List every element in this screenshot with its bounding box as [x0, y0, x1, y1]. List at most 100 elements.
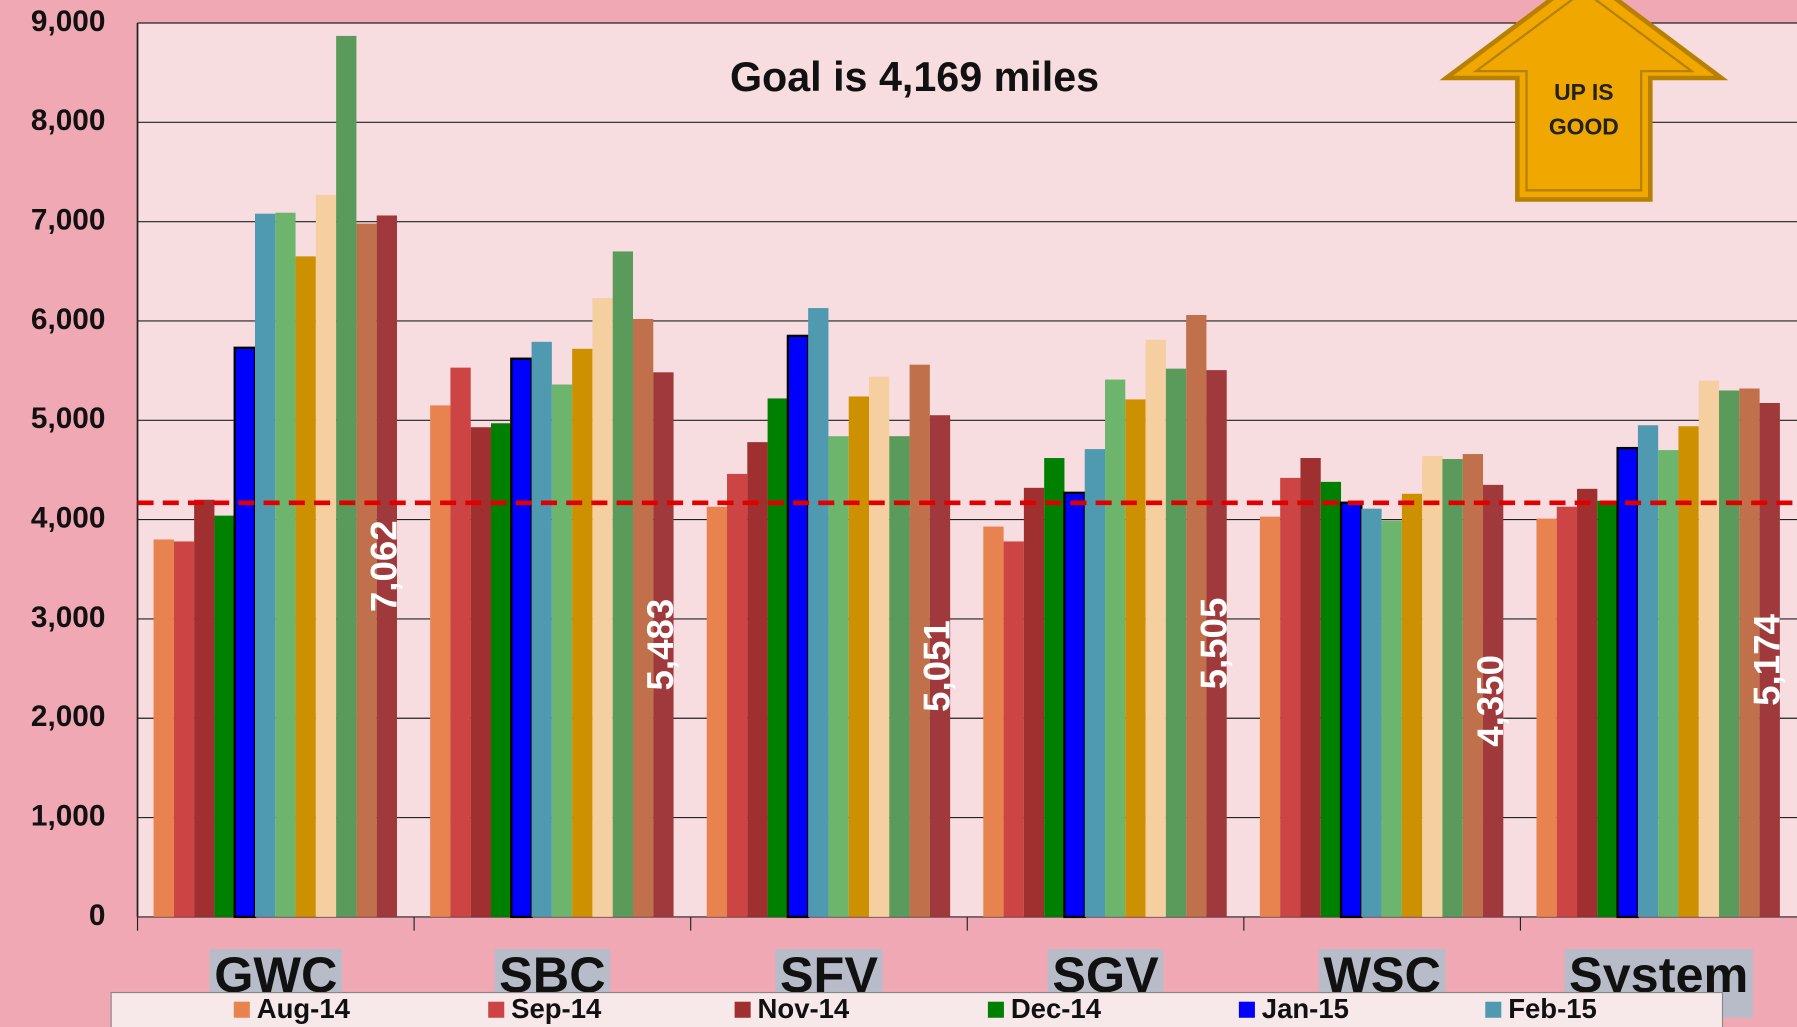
bar — [1023, 487, 1045, 917]
legend-label: Jan-15 — [1262, 993, 1349, 1024]
legend-label: Feb-15 — [1508, 993, 1597, 1024]
bar — [1145, 339, 1166, 917]
bar — [1084, 449, 1106, 917]
bar — [929, 415, 951, 917]
bar — [1719, 390, 1740, 917]
bar — [706, 506, 728, 917]
data-label: 5,483 — [640, 599, 681, 691]
bar — [983, 526, 1004, 917]
bar — [1577, 488, 1598, 917]
y-tick-label: 1,000 — [31, 799, 106, 832]
legend-label: Nov-14 — [758, 993, 850, 1024]
bar — [1105, 379, 1126, 917]
bar — [153, 539, 174, 917]
y-tick-label: 2,000 — [31, 700, 106, 733]
bar — [1442, 459, 1463, 917]
legend-box — [110, 991, 1724, 1027]
bar — [632, 318, 654, 917]
bar — [1206, 370, 1227, 917]
bar — [551, 384, 573, 917]
legend-swatch — [987, 1001, 1004, 1018]
bar — [727, 473, 748, 917]
bar — [233, 346, 257, 919]
bar — [848, 396, 870, 917]
bar — [295, 256, 316, 917]
bar — [194, 499, 215, 917]
bar — [653, 372, 674, 917]
data-label: 5,051 — [917, 620, 958, 712]
bar — [1320, 481, 1342, 917]
bar — [889, 436, 910, 917]
bar — [1462, 454, 1484, 917]
bar — [450, 367, 471, 917]
bar — [1125, 399, 1146, 917]
data-label: 4,350 — [1470, 655, 1511, 747]
bar — [1658, 450, 1679, 917]
bar — [1739, 388, 1760, 917]
bar — [1259, 516, 1281, 917]
bar — [1616, 446, 1640, 919]
bar — [315, 194, 337, 917]
y-tick-label: 0 — [89, 899, 106, 932]
bar — [1063, 491, 1086, 919]
data-label: 5,505 — [1193, 598, 1234, 690]
bar — [1186, 315, 1207, 917]
y-tick-label: 4,000 — [31, 501, 106, 534]
bar — [767, 398, 788, 917]
legend-label: Sep-14 — [511, 993, 602, 1024]
y-tick-label: 9,000 — [31, 5, 106, 38]
y-tick-label: 3,000 — [31, 601, 106, 634]
bar — [1536, 518, 1557, 917]
bar — [376, 215, 397, 917]
bar — [828, 436, 849, 917]
bar — [1381, 520, 1402, 917]
up-arrow — [1439, 0, 1729, 202]
up-arrow-inner — [1472, 0, 1696, 192]
bar — [1339, 501, 1363, 919]
badge-line: UP IS — [1554, 79, 1613, 105]
y-tick-label: 7,000 — [31, 204, 106, 237]
bar — [1556, 506, 1578, 917]
bar — [531, 341, 552, 917]
bar — [214, 515, 235, 917]
badge-line: GOOD — [1549, 113, 1619, 139]
annotation: Goal is 4,169 miles — [730, 54, 1099, 100]
bar — [1300, 458, 1321, 917]
bar — [1280, 477, 1301, 917]
bar — [336, 35, 357, 917]
bar — [1597, 500, 1618, 917]
bar — [1165, 368, 1187, 917]
legend-swatch — [1238, 1001, 1255, 1018]
legend-swatch — [734, 1001, 751, 1018]
bar — [747, 442, 768, 917]
bar — [1637, 425, 1659, 917]
bar — [1361, 508, 1382, 917]
bar — [808, 308, 829, 917]
bar — [356, 223, 377, 917]
legend-swatch — [488, 1001, 505, 1018]
y-tick-label: 8,000 — [31, 104, 106, 137]
data-label: 5,174 — [1746, 613, 1787, 705]
bar — [1401, 493, 1423, 917]
y-tick-label: 5,000 — [31, 402, 106, 435]
bar — [1759, 403, 1780, 917]
bar — [786, 334, 810, 919]
y-tick-label: 6,000 — [31, 303, 106, 336]
bar — [1044, 458, 1065, 917]
bar — [592, 298, 613, 917]
legend-label: Aug-14 — [257, 993, 351, 1024]
bar — [1698, 380, 1720, 917]
bar — [173, 541, 195, 917]
bar — [572, 348, 593, 917]
bar — [254, 213, 276, 917]
legend-label: Dec-14 — [1011, 993, 1102, 1024]
bar — [869, 376, 890, 917]
bar — [275, 212, 296, 917]
bar — [1678, 426, 1699, 917]
bar — [1422, 456, 1443, 917]
bar — [1003, 541, 1024, 917]
bar — [430, 405, 451, 917]
bar — [612, 251, 633, 917]
